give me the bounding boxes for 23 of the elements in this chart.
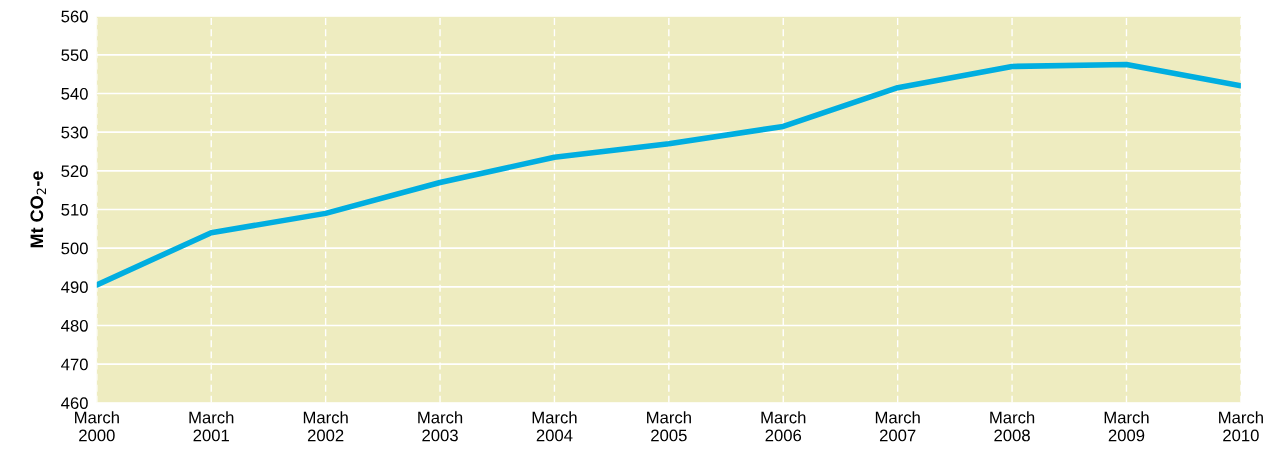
- y-tick-label: 520: [61, 165, 88, 178]
- y-tick-label: 540: [61, 87, 88, 100]
- x-tick-label: March 2002: [303, 411, 348, 442]
- y-tick-label: 460: [61, 397, 88, 410]
- y-tick-label: 510: [61, 203, 88, 216]
- x-tick-label: March 2004: [532, 411, 577, 442]
- x-tick-label: March 2006: [761, 411, 806, 442]
- x-tick-label: March 2001: [189, 411, 234, 442]
- y-tick-label: 560: [61, 10, 88, 23]
- x-tick-label: March 2000: [75, 411, 119, 442]
- y-tick-label: 500: [61, 242, 88, 255]
- x-tick-label: March 2009: [1104, 411, 1149, 442]
- y-tick-label: 480: [61, 319, 88, 332]
- y-tick-label: 470: [61, 358, 88, 371]
- y-tick-label: 490: [61, 281, 88, 294]
- x-tick-label: March 2010: [1219, 411, 1263, 442]
- y-axis-title: Mt CO$_{2}$-e: [30, 171, 46, 248]
- y-tick-label: 550: [61, 49, 88, 62]
- x-tick-label: March 2003: [418, 411, 463, 442]
- x-tick-label: March 2005: [647, 411, 691, 442]
- y-tick-label: 530: [61, 126, 88, 139]
- x-tick-label: March 2007: [875, 411, 920, 442]
- x-tick-label: March 2008: [990, 411, 1035, 442]
